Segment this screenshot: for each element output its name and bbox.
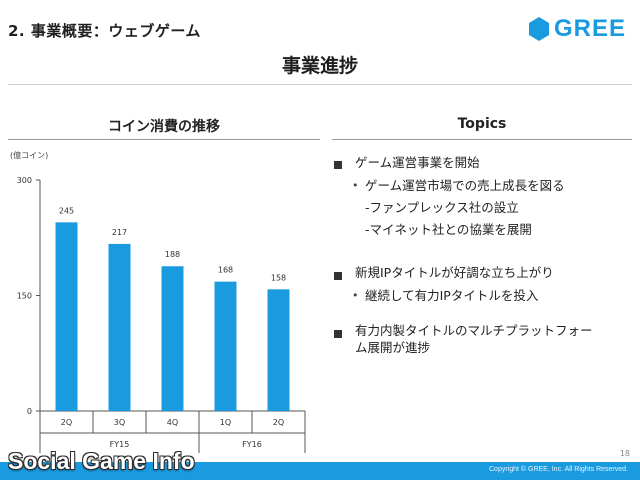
footer-bar xyxy=(0,462,640,480)
header-divider xyxy=(8,84,632,85)
topic-1-sub-3: -マイネット社との協業を展開 xyxy=(365,222,532,237)
page-title: 事業進捗 xyxy=(281,55,358,77)
topics-panel-title: Topics xyxy=(457,116,507,132)
brand-name: GREE xyxy=(554,15,627,42)
category-label: 2Q xyxy=(61,418,72,427)
y-tick-label: 0 xyxy=(27,407,32,416)
dot-bullet-icon: • xyxy=(352,179,359,192)
topic-item-1 xyxy=(334,156,342,173)
square-bullet-icon xyxy=(334,272,342,280)
group-label: FY16 xyxy=(242,440,262,449)
topic-item-3 xyxy=(334,325,342,342)
social-game-info-watermark: Social Game Info xyxy=(8,448,195,475)
watermark-text-b: Info xyxy=(152,448,195,474)
square-bullet-icon xyxy=(334,330,342,338)
watermark-text-a: Social Game xyxy=(8,448,147,474)
bar xyxy=(108,243,131,411)
category-label: 2Q xyxy=(273,418,284,427)
bar xyxy=(214,281,237,411)
category-label: 4Q xyxy=(167,418,178,427)
topic-3-text-line2: ム展開が進捗 xyxy=(355,340,431,355)
topic-1-sub-2: -ファンプレックス社の設立 xyxy=(365,200,519,215)
bar-data-label: 158 xyxy=(271,273,286,282)
bar xyxy=(267,289,290,411)
bar-data-label: 217 xyxy=(112,228,127,237)
y-tick-label: 150 xyxy=(17,292,32,301)
topic-2-sub-1: 継続して有力IPタイトルを投入 xyxy=(365,288,539,303)
topic-1-text: ゲーム運営事業を開始 xyxy=(355,155,480,170)
dot-bullet-icon: • xyxy=(352,289,359,302)
bar-data-label: 188 xyxy=(165,250,180,259)
bar xyxy=(55,222,78,411)
topics-panel-rule xyxy=(332,139,632,140)
brand-logo: GREE xyxy=(528,15,626,43)
category-label: 3Q xyxy=(114,418,125,427)
y-tick-label: 300 xyxy=(17,176,32,185)
bar-data-label: 245 xyxy=(59,206,74,215)
section-title: 2. 事業概要：ウェブゲーム xyxy=(8,22,201,40)
topic-3-text: 有力内製タイトルのマルチプラットフォー xyxy=(355,323,593,338)
bar-data-label: 168 xyxy=(218,266,233,275)
chart-panel-rule xyxy=(8,139,320,140)
topic-2-text: 新規IPタイトルが好調な立ち上がり xyxy=(355,265,554,280)
chart-unit-label: (億コイン) xyxy=(10,151,49,160)
gree-hexagon-icon xyxy=(529,17,549,41)
chart-panel-title: コイン消費の推移 xyxy=(108,119,220,135)
copyright-text: Copyright © GREE, Inc. All Rights Reserv… xyxy=(489,466,628,473)
topic-1-sub-1: ゲーム運営市場での売上成長を図る xyxy=(365,178,565,193)
topic-item-2 xyxy=(334,267,342,284)
coin-consumption-chart: 0 150 300 FY15 FY16 245 2Q 217 3Q 188 4Q 168 1Q 158 2Q xyxy=(17,176,306,453)
group-label: FY15 xyxy=(110,440,130,449)
square-bullet-icon xyxy=(334,161,342,169)
bar xyxy=(161,266,184,411)
category-label: 1Q xyxy=(220,418,231,427)
page-number: 18 xyxy=(619,449,630,458)
